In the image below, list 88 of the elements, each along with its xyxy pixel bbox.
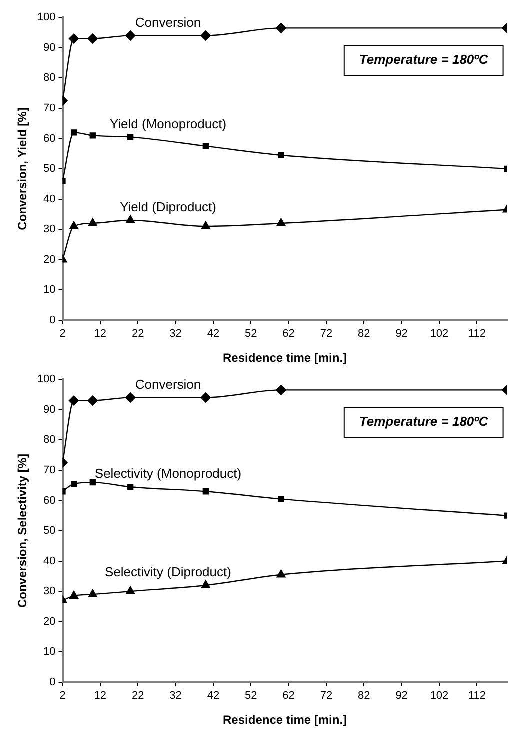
- point: [276, 218, 286, 226]
- y-tick-label: 50: [44, 163, 56, 176]
- point: [68, 396, 80, 406]
- series-label: Yield (Diproduct): [120, 200, 216, 215]
- point: [200, 30, 212, 41]
- x-tick-label: 82: [358, 328, 370, 340]
- y-tick-label: 30: [44, 224, 56, 236]
- series-label: Selectivity (Diproduct): [105, 564, 232, 580]
- point: [276, 570, 286, 578]
- x-tick-label: 52: [244, 328, 258, 340]
- point: [276, 385, 286, 396]
- x-tick-label: 62: [282, 690, 295, 702]
- point: [202, 488, 209, 495]
- point: [276, 23, 286, 34]
- x-tick-label: 72: [320, 328, 333, 340]
- series-label: Conversion: [135, 376, 202, 392]
- x-tick-label: 112: [468, 328, 486, 340]
- x-tick-label: 2: [60, 328, 66, 340]
- y-tick-label: 70: [44, 102, 56, 114]
- point: [70, 480, 78, 488]
- point: [278, 152, 284, 158]
- point: [68, 34, 80, 44]
- y-tick-label: 50: [44, 525, 56, 538]
- y-tick-label: 80: [44, 72, 56, 84]
- x-tick-label: 102: [430, 690, 449, 702]
- y-tick-label: 10: [44, 284, 56, 296]
- point: [200, 392, 212, 403]
- y-tick-label: 90: [44, 404, 56, 416]
- y-tick-label: 100: [37, 374, 56, 386]
- x-tick-label: 92: [396, 328, 408, 340]
- x-tick-label: 102: [430, 328, 449, 340]
- point: [126, 215, 136, 224]
- x-tick-label: 32: [170, 690, 182, 702]
- x-tick-label: 92: [396, 690, 408, 702]
- x-axis-title: Residence time [min.]: [223, 351, 348, 366]
- point: [201, 580, 210, 588]
- y-tick-label: 40: [44, 193, 56, 206]
- series-label: Selectivity (Monoproduct): [94, 466, 242, 482]
- y-tick-label: 90: [44, 42, 56, 54]
- series-label: Conversion: [135, 14, 202, 30]
- x-axis-title: Residence time [min.]: [223, 713, 348, 728]
- point: [127, 134, 134, 140]
- x-tick-label: 42: [207, 328, 220, 340]
- point: [126, 586, 136, 594]
- y-tick-label: 40: [44, 555, 56, 568]
- y-tick-label: 0: [50, 676, 56, 688]
- annotation: Temperature = 180ºC: [359, 414, 489, 430]
- point: [125, 30, 136, 41]
- y-tick-label: 10: [44, 646, 56, 658]
- y-tick-label: 100: [37, 12, 56, 24]
- x-tick-label: 2: [60, 690, 66, 702]
- point: [90, 132, 96, 139]
- point: [90, 479, 96, 486]
- x-tick-label: 52: [244, 690, 258, 702]
- point: [88, 589, 98, 598]
- x-tick-label: 12: [94, 328, 107, 340]
- point: [70, 221, 79, 230]
- x-tick-label: 42: [207, 690, 220, 702]
- y-tick-label: 0: [50, 314, 56, 326]
- y-axis-title: Conversion, Selectivity [%]: [16, 454, 30, 608]
- point: [125, 392, 136, 403]
- x-tick-label: 62: [282, 328, 295, 340]
- point: [70, 591, 79, 599]
- y-tick-label: 20: [44, 254, 56, 266]
- y-axis-title: Conversion, Yield [%]: [16, 108, 30, 230]
- point: [88, 396, 98, 406]
- series-label: Yield (Monoproduct): [110, 116, 227, 132]
- y-tick-label: 80: [44, 434, 56, 446]
- x-tick-label: 72: [320, 690, 333, 702]
- y-tick-label: 70: [44, 464, 56, 476]
- point: [70, 130, 78, 136]
- point: [278, 496, 284, 502]
- y-tick-label: 60: [44, 132, 56, 145]
- y-tick-label: 60: [44, 494, 56, 507]
- x-tick-label: 32: [170, 328, 182, 340]
- annotation: Temperature = 180ºC: [359, 52, 489, 68]
- point: [88, 34, 98, 44]
- y-tick-label: 30: [44, 586, 56, 598]
- x-tick-label: 22: [132, 690, 144, 702]
- x-tick-label: 112: [468, 690, 486, 702]
- point: [88, 218, 98, 226]
- point: [201, 221, 210, 230]
- x-tick-label: 22: [132, 328, 144, 340]
- x-tick-label: 12: [94, 690, 107, 702]
- y-tick-label: 20: [44, 616, 56, 628]
- x-tick-label: 82: [358, 690, 370, 702]
- point: [127, 484, 134, 490]
- point: [202, 143, 209, 150]
